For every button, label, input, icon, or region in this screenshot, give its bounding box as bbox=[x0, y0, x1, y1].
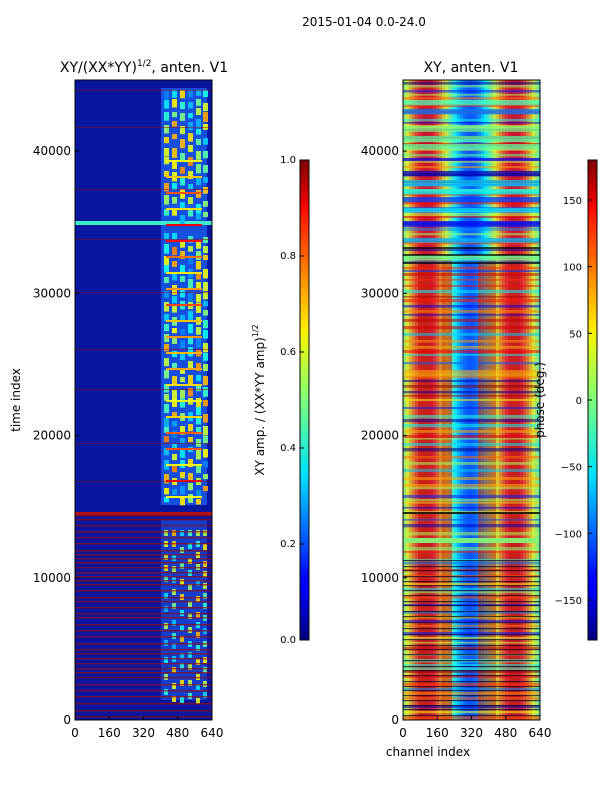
phase-colorbar-tick-label: −100 bbox=[555, 529, 582, 540]
amplitude-y-tick-label: 40000 bbox=[33, 144, 71, 158]
phase-y-tick-label: 10000 bbox=[361, 571, 399, 585]
amplitude-colorbar-tick-label: 0.2 bbox=[280, 539, 296, 550]
amplitude-colorbar-tick-label: 0.0 bbox=[280, 635, 296, 646]
amplitude-colorbar-tick-label: 1.0 bbox=[280, 155, 296, 166]
amplitude-y-tick-label: 20000 bbox=[33, 429, 71, 443]
phase-x-tick-label: 0 bbox=[399, 726, 407, 740]
phase-colorbar-tick-label: 0 bbox=[576, 396, 582, 407]
phase-x-axis-label: channel index bbox=[386, 745, 470, 759]
amplitude-x-tick-label: 0 bbox=[71, 726, 79, 740]
phase-colorbar-tick-label: −150 bbox=[555, 596, 582, 607]
amplitude-x-tick-label: 160 bbox=[98, 726, 121, 740]
amplitude-colorbar-gradient bbox=[299, 159, 310, 641]
phase-y-axis: 0 10000 20000 30000 40000 bbox=[361, 144, 407, 727]
phase-x-axis: 0 160 320 480 640 bbox=[399, 716, 551, 740]
phase-x-tick-label: 480 bbox=[494, 726, 517, 740]
amplitude-y-axis: 0 10000 20000 30000 40000 bbox=[33, 144, 79, 727]
phase-colorbar-label: phase (deg.) bbox=[533, 362, 547, 438]
amplitude-y-tick-label: 0 bbox=[63, 713, 71, 727]
amplitude-panel-title: XY/(XX*YY)1/2, anten. V1 bbox=[60, 59, 228, 76]
amplitude-colorbar-tick-label: 0.8 bbox=[280, 251, 296, 262]
phase-y-tick-label: 40000 bbox=[361, 144, 399, 158]
amplitude-x-axis: 0 160 320 480 640 bbox=[71, 716, 223, 740]
amplitude-colorbar-tick-label: 0.4 bbox=[280, 443, 296, 454]
amplitude-x-tick-label: 480 bbox=[166, 726, 189, 740]
phase-colorbar-tick-label: 150 bbox=[563, 196, 582, 207]
phase-x-tick-label: 640 bbox=[529, 726, 552, 740]
phase-x-tick-label: 320 bbox=[460, 726, 483, 740]
phase-colorbar: 150 100 50 0 −50 −100 −150 phase (deg.) bbox=[533, 159, 598, 641]
amplitude-heatmap-image bbox=[75, 80, 212, 720]
amplitude-ratio-panel: XY/(XX*YY)1/2, anten. V1 0 160 320 480 640 0… bbox=[9, 59, 228, 740]
phase-y-tick-label: 0 bbox=[391, 713, 399, 727]
phase-heatmap-image bbox=[403, 80, 540, 720]
amplitude-colorbar: 0.0 0.2 0.4 0.6 0.8 1.0 XY amp. / (XX*YY amp)… bbox=[251, 155, 310, 646]
phase-panel: XY, anten. V1 0 160 320 480 640 0 10000 20000 3… bbox=[361, 60, 552, 759]
amplitude-y-tick-label: 30000 bbox=[33, 286, 71, 300]
phase-x-tick-label: 160 bbox=[426, 726, 449, 740]
amplitude-y-axis-label: time index bbox=[9, 368, 23, 432]
phase-y-tick-label: 30000 bbox=[361, 286, 399, 300]
amplitude-x-tick-label: 320 bbox=[132, 726, 155, 740]
figure-suptitle: 2015-01-04 0.0-24.0 bbox=[302, 15, 426, 29]
phase-colorbar-tick-label: 50 bbox=[569, 329, 582, 340]
phase-y-tick-label: 20000 bbox=[361, 429, 399, 443]
phase-colorbar-tick-label: −50 bbox=[561, 463, 582, 474]
amplitude-x-tick-label: 640 bbox=[201, 726, 224, 740]
amplitude-y-tick-label: 10000 bbox=[33, 571, 71, 585]
amplitude-colorbar-tick-label: 0.6 bbox=[280, 347, 296, 358]
amplitude-colorbar-label: XY amp. / (XX*YY amp)1/2 bbox=[251, 324, 267, 475]
phase-colorbar-tick-label: 100 bbox=[563, 263, 582, 274]
phase-panel-title: XY, anten. V1 bbox=[424, 60, 519, 76]
